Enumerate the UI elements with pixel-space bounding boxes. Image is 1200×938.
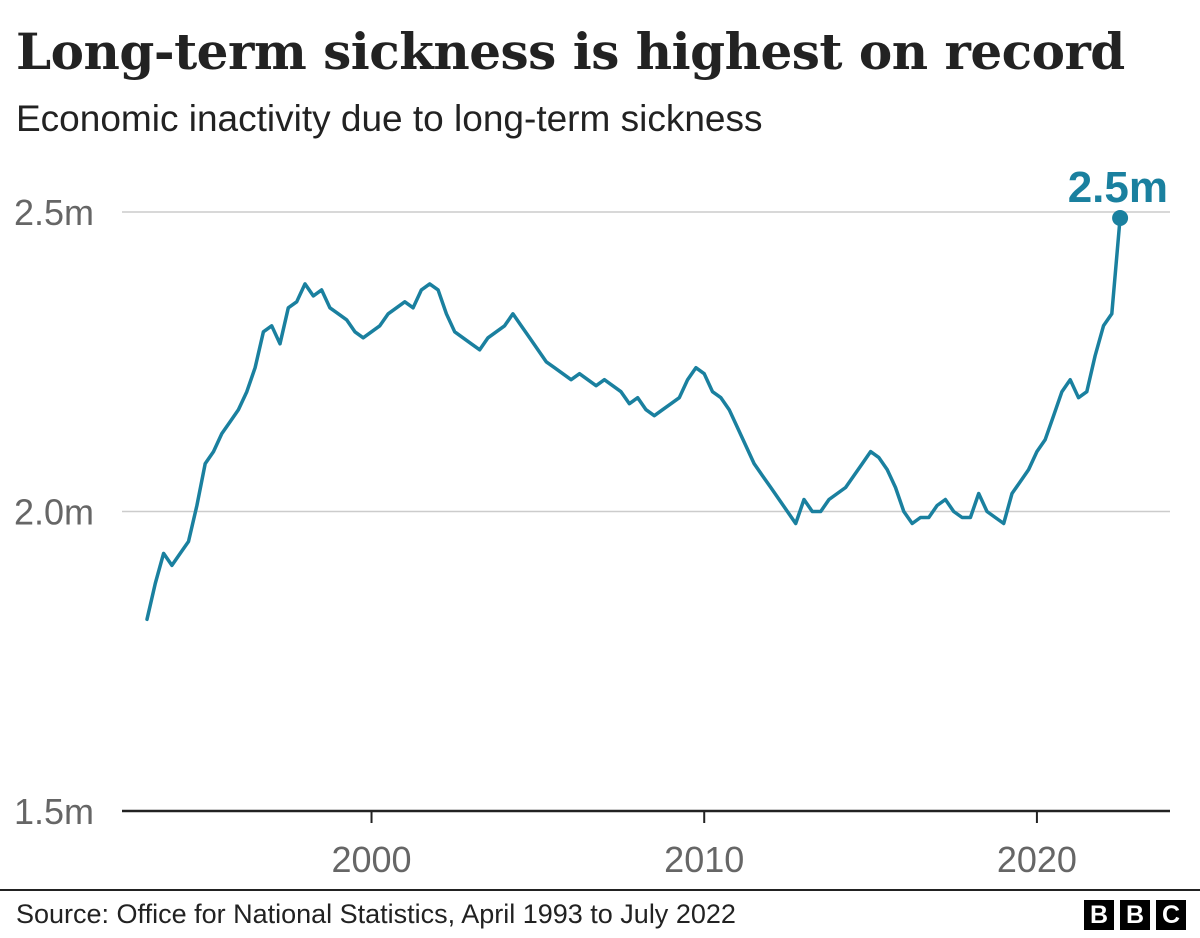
x-tick-label: 2010 xyxy=(664,839,744,880)
x-tick-label: 2020 xyxy=(997,839,1077,880)
bbc-logo: B B C xyxy=(1084,900,1186,930)
x-axis: 2000 2010 2020 xyxy=(331,811,1077,880)
series-layer xyxy=(145,216,1122,622)
y-axis-labels: 2.5m 2.0m 1.5m xyxy=(14,192,94,832)
chart-title: Long-term sickness is highest on record xyxy=(16,22,1125,81)
endpoint-label: 2.5m xyxy=(1068,163,1168,212)
x-tick-label: 2000 xyxy=(331,839,411,880)
annotation-layer: 2.5m xyxy=(1068,163,1168,226)
endpoint-marker xyxy=(1112,209,1129,226)
y-tick-label: 1.5m xyxy=(14,791,94,832)
logo-letter: C xyxy=(1156,900,1186,930)
footer-divider xyxy=(0,889,1200,891)
gridlines xyxy=(122,211,1170,813)
y-tick-label: 2.5m xyxy=(14,192,94,233)
y-tick-label: 2.0m xyxy=(14,492,94,533)
series-line xyxy=(145,216,1122,622)
source-note: Source: Office for National Statistics, … xyxy=(16,899,736,929)
chart-subtitle: Economic inactivity due to long-term sic… xyxy=(16,98,763,139)
logo-letter: B xyxy=(1084,900,1114,930)
line-chart: 2.5m 2.0m 1.5m 2000 2010 2020 2.5m xyxy=(14,163,1170,880)
logo-letter: B xyxy=(1120,900,1150,930)
